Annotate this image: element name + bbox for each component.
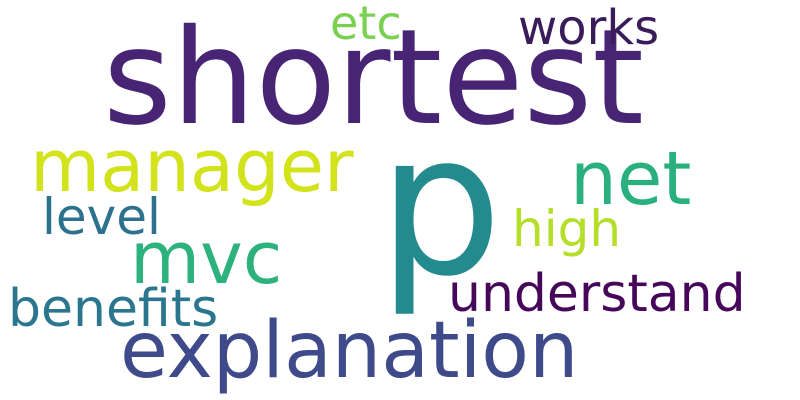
word-explanation: explanation bbox=[120, 306, 579, 396]
word-mvc: mvc bbox=[130, 216, 283, 300]
word-understand: understand bbox=[448, 264, 746, 324]
word-benefits: benefits bbox=[8, 279, 219, 339]
word-works: works bbox=[518, 0, 660, 56]
word-high: high bbox=[512, 200, 622, 258]
word-p: p bbox=[378, 92, 503, 320]
word-shortest: shortest bbox=[103, 1, 644, 155]
word-etc: etc bbox=[330, 0, 402, 50]
word-level: level bbox=[42, 188, 161, 246]
word-manager: manager bbox=[30, 124, 354, 208]
word-net: net bbox=[570, 136, 692, 222]
